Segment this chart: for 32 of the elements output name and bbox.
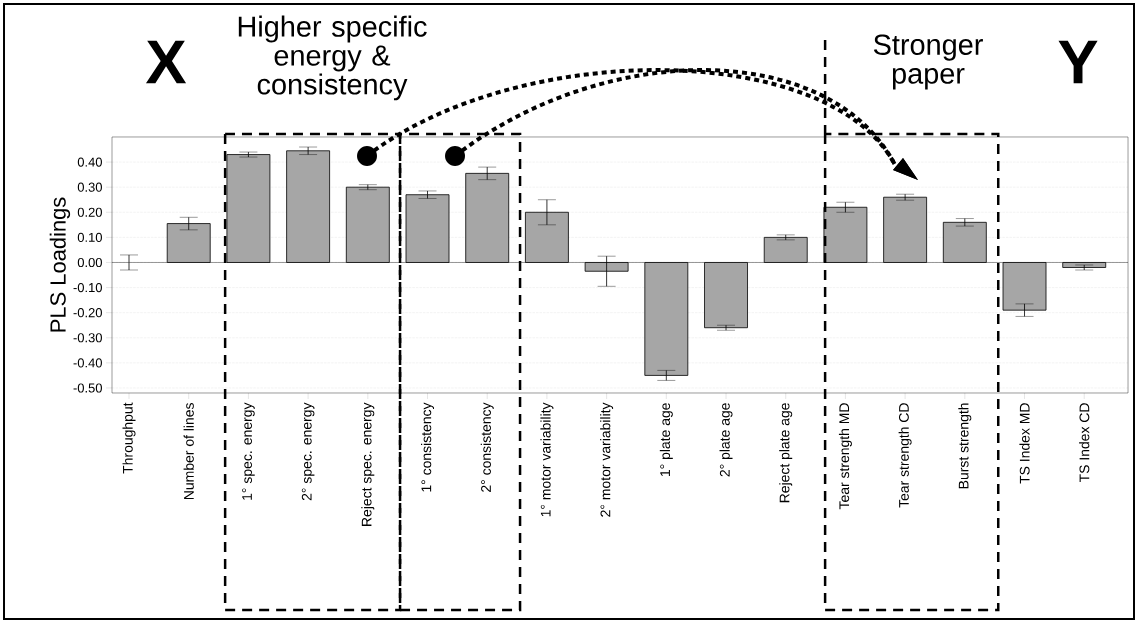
x-tick-label: TS Index MD	[1019, 403, 1030, 484]
x-tick-label: 2° motor variability	[600, 402, 614, 517]
x-tick-label: 2° spec. energy	[301, 402, 315, 501]
x-tick-label: TS Index CD	[1079, 403, 1090, 483]
y-tick-label: 0.20	[77, 207, 102, 217]
x-tick-label: Reject plate age	[779, 403, 793, 503]
y-tick-label: -0.20	[73, 308, 102, 318]
y-tick-label: 0.30	[77, 182, 102, 192]
x-tick-label: Tear strength MD	[838, 403, 852, 510]
x-tick-label: 2° consistency	[480, 402, 494, 492]
x-tick-label: 1° consistency	[421, 402, 435, 492]
y-tick-label: -0.40	[73, 358, 102, 368]
x-tick-label: Burst strength	[958, 403, 972, 489]
y-tick-label: 0.40	[77, 157, 102, 167]
x-tick-label: 1° plate age	[659, 403, 673, 477]
text: Y	[1058, 40, 1098, 84]
text: Higher specific energy & consistency	[238, 15, 427, 101]
y-tick-label: 0.10	[77, 232, 102, 242]
y-axis-title: PLS Loadings	[49, 197, 71, 332]
y-tick-label: 0.00	[77, 257, 102, 268]
x-tick-label: Throughput	[122, 402, 136, 474]
x-tick-label: 2° plate age	[719, 403, 733, 477]
y-tick-label: -0.50	[73, 383, 102, 393]
text: X	[145, 40, 187, 84]
x-tick-label: Reject spec. energy	[361, 402, 375, 526]
x-tick-label: Number of lines	[183, 403, 194, 500]
x-tick-label: 1° spec. energy	[242, 402, 255, 500]
x-tick-label: 1° motor variability	[540, 402, 554, 517]
x-tick-label: Tear strength CD	[898, 403, 912, 508]
text: Stronger paper	[873, 34, 983, 90]
y-tick-label: -0.10	[73, 282, 102, 293]
y-tick-label: -0.30	[73, 333, 102, 343]
